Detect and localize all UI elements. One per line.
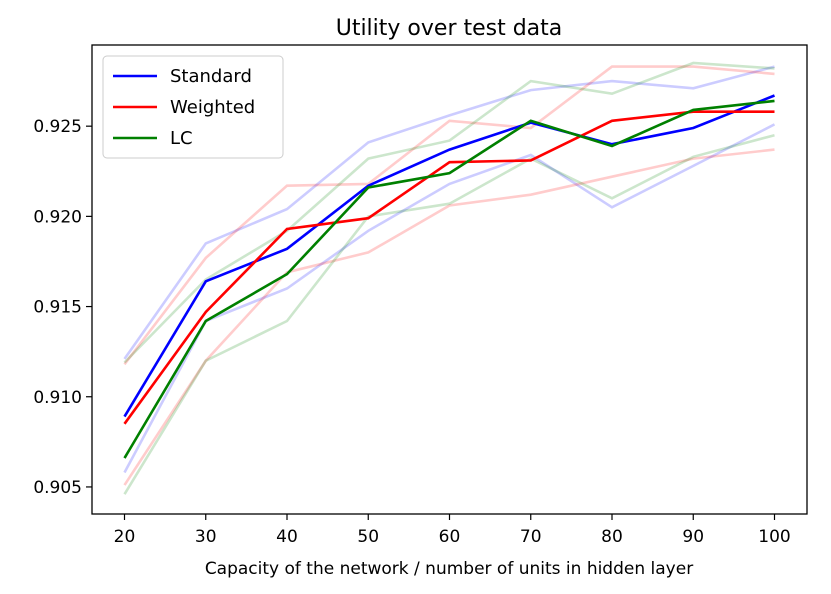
series-line-standard: [123, 94, 775, 418]
series-lines: [123, 94, 775, 459]
y-axis: 0.905 0.910 0.915 0.920 0.925: [33, 117, 92, 498]
variance-line-4: [123, 61, 775, 364]
x-tick-label: 100: [758, 527, 790, 547]
variance-line-0: [123, 65, 775, 360]
x-tick-label: 90: [682, 527, 704, 547]
series-line-lc: [123, 99, 775, 459]
variance-line-1: [123, 123, 776, 474]
legend-label-weighted: Weighted: [170, 97, 255, 118]
legend-box: [102, 55, 284, 159]
variance-line-2: [123, 65, 775, 366]
legend-label-lc: LC: [170, 128, 193, 149]
x-tick-label: 80: [601, 527, 623, 547]
x-axis-label: Capacity of the network / number of unit…: [205, 559, 693, 579]
x-axis: 20 30 40 50 60 70 80 90 100: [114, 514, 791, 547]
y-tick-label: 0.915: [33, 298, 82, 318]
y-tick-label: 0.905: [33, 478, 82, 498]
variance-lines: [123, 61, 776, 495]
y-tick-label: 0.910: [33, 388, 82, 408]
variance-line-3: [123, 148, 775, 486]
variance-line-5: [123, 133, 775, 495]
x-tick-label: 40: [276, 527, 298, 547]
x-tick-label: 30: [195, 527, 217, 547]
legend: Standard Weighted LC: [102, 55, 284, 159]
legend-label-standard: Standard: [170, 66, 252, 87]
x-tick-label: 60: [439, 527, 461, 547]
x-tick-label: 20: [114, 527, 136, 547]
chart-title: Utility over test data: [336, 16, 563, 41]
x-tick-label: 50: [357, 527, 379, 547]
series-line-weighted: [123, 110, 775, 425]
x-tick-label: 70: [520, 527, 542, 547]
y-tick-label: 0.920: [33, 207, 82, 227]
y-tick-label: 0.925: [33, 117, 82, 137]
